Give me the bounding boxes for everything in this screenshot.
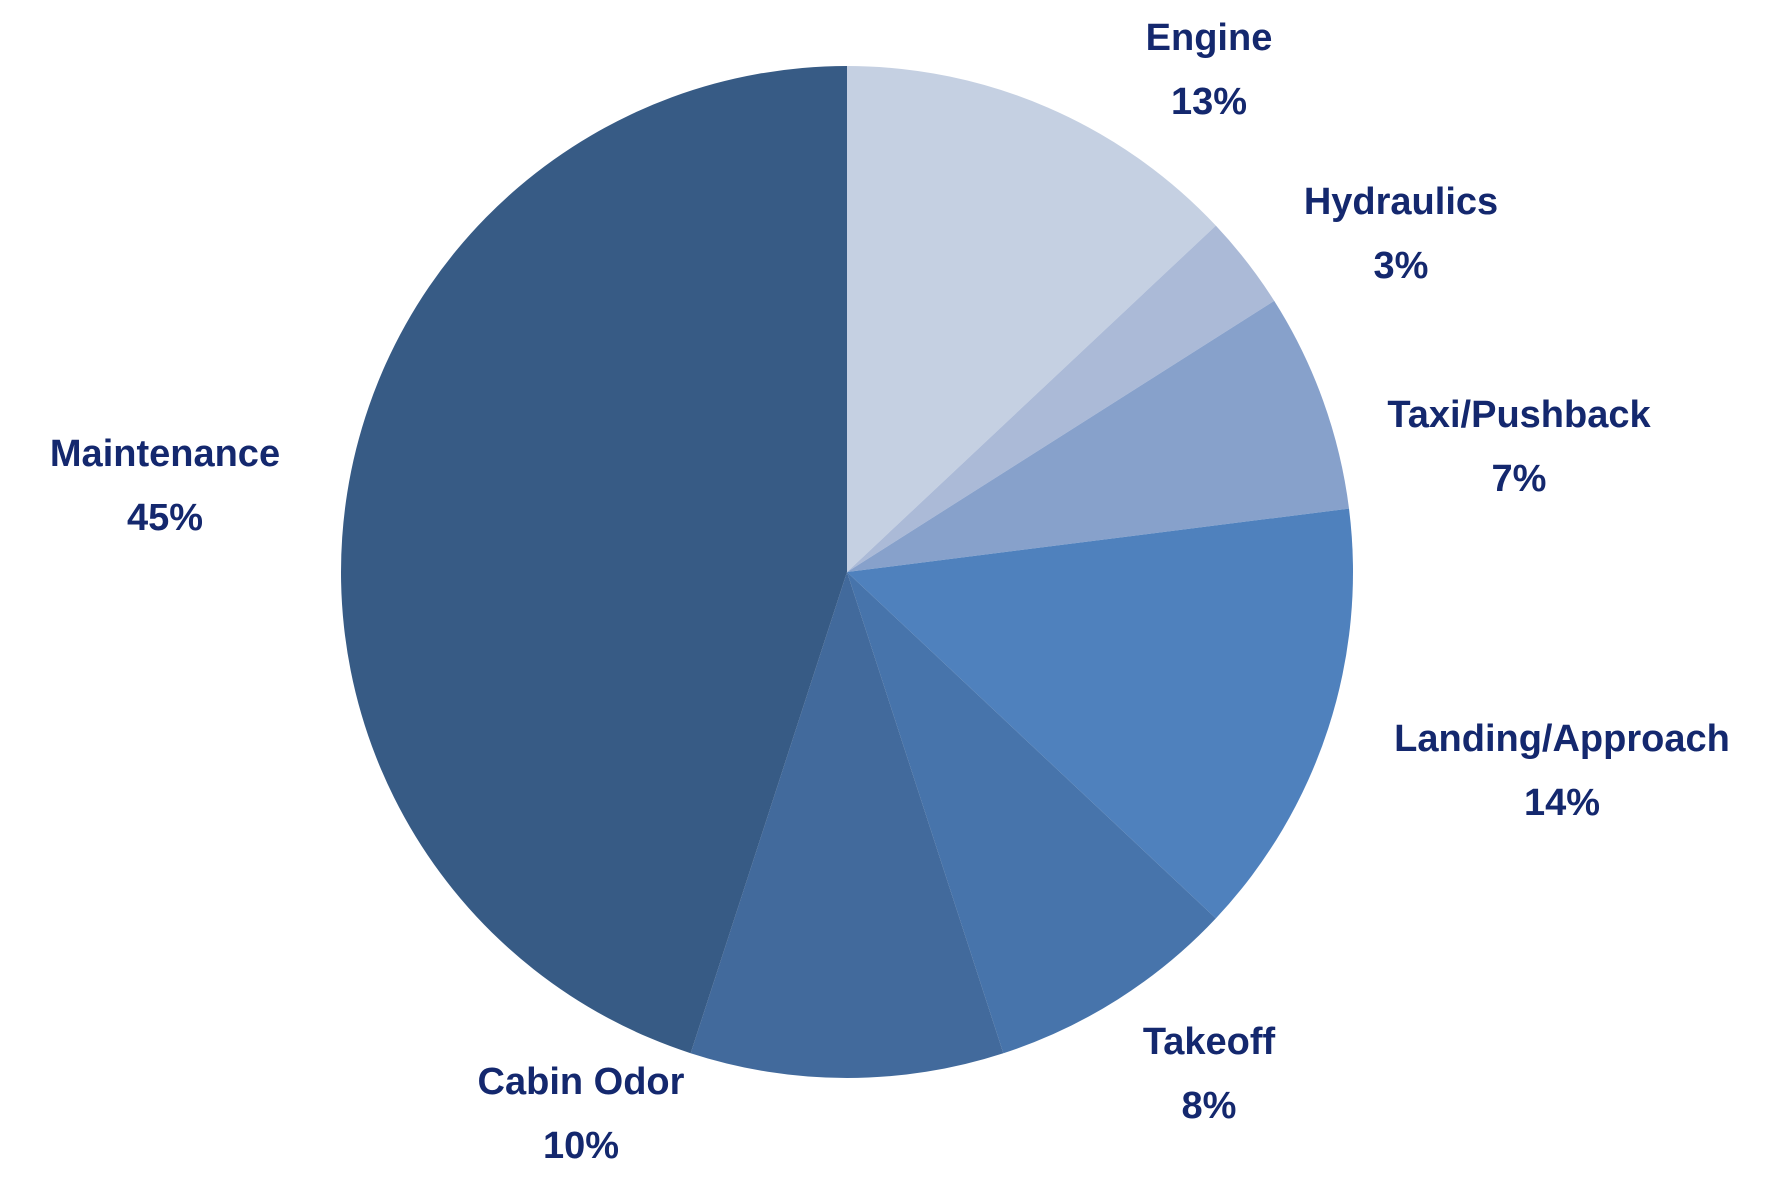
slice-value-label: 13% bbox=[1171, 81, 1247, 123]
slice-label: Hydraulics bbox=[1304, 181, 1498, 223]
slice-label: Maintenance bbox=[50, 433, 280, 475]
pie-slice bbox=[340, 66, 847, 1054]
slice-value-label: 45% bbox=[127, 497, 203, 539]
slice-value-label: 7% bbox=[1492, 458, 1547, 500]
slice-label: Takeoff bbox=[1143, 1021, 1276, 1063]
slice-label: Cabin Odor bbox=[478, 1061, 685, 1103]
slice-label: Engine bbox=[1146, 17, 1273, 59]
pie-slice bbox=[847, 572, 1216, 1054]
pie-slice bbox=[847, 225, 1275, 572]
slice-value-label: 3% bbox=[1374, 245, 1429, 287]
pie-slice bbox=[847, 508, 1353, 919]
slice-value-label: 8% bbox=[1182, 1085, 1237, 1127]
slice-label: Taxi/Pushback bbox=[1387, 394, 1651, 436]
pie-slice bbox=[690, 572, 1004, 1078]
slice-value-label: 14% bbox=[1524, 782, 1600, 824]
slice-value-label: 10% bbox=[543, 1125, 619, 1167]
slice-label: Landing/Approach bbox=[1394, 718, 1730, 760]
pie-slice bbox=[847, 300, 1350, 572]
pie-slice bbox=[847, 66, 1216, 572]
